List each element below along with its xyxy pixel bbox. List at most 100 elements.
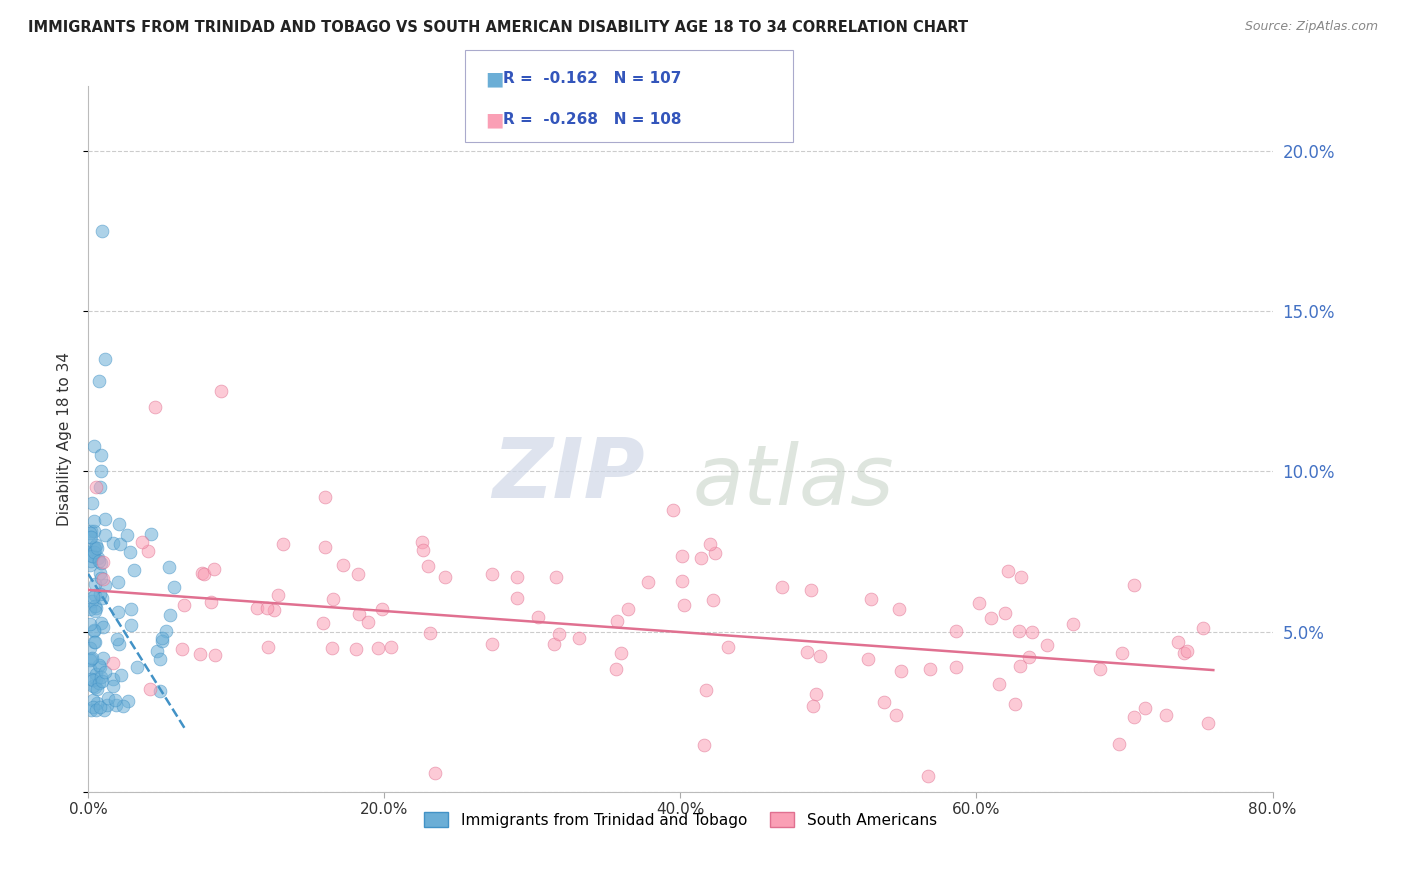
Point — [107, 575, 129, 590]
Point — [80, 549, 103, 564]
Point — [945, 624, 967, 638]
Point — [145, 644, 167, 658]
Text: ■: ■ — [485, 110, 503, 129]
Point — [997, 564, 1019, 578]
Point — [605, 662, 627, 676]
Point — [143, 400, 166, 414]
Point — [671, 574, 693, 588]
Point — [86, 681, 108, 696]
Point — [873, 695, 896, 709]
Point — [801, 698, 824, 713]
Point — [548, 627, 571, 641]
Point — [82, 679, 104, 693]
Point — [83, 540, 105, 554]
Point — [94, 528, 117, 542]
Point — [717, 640, 740, 655]
Point — [93, 665, 115, 679]
Point — [83, 599, 105, 613]
Point — [173, 598, 195, 612]
Point — [83, 604, 105, 618]
Point — [150, 631, 173, 645]
Point — [105, 632, 128, 646]
Point — [371, 602, 394, 616]
Point — [86, 551, 108, 566]
Point — [481, 637, 503, 651]
Point — [87, 658, 110, 673]
Point — [256, 601, 278, 615]
Point — [111, 698, 134, 713]
Point — [83, 623, 105, 637]
Point — [917, 769, 939, 783]
Point — [994, 607, 1017, 621]
Point — [526, 610, 548, 624]
Point — [204, 648, 226, 663]
Point — [987, 677, 1010, 691]
Point — [89, 587, 111, 601]
Point — [91, 556, 114, 570]
Point — [139, 527, 162, 541]
Point — [84, 577, 107, 591]
Point — [419, 626, 441, 640]
Point — [967, 596, 990, 610]
Point — [155, 624, 177, 639]
Point — [96, 698, 118, 712]
Point — [1036, 638, 1059, 652]
Point — [1108, 738, 1130, 752]
Point — [193, 566, 215, 581]
Point — [104, 693, 127, 707]
Point — [1021, 625, 1043, 640]
Text: R =  -0.162   N = 107: R = -0.162 N = 107 — [503, 71, 682, 87]
Point — [125, 660, 148, 674]
Point — [79, 558, 101, 573]
Point — [79, 673, 101, 687]
Point — [79, 662, 101, 676]
Point — [89, 700, 111, 714]
Point — [84, 600, 107, 615]
Point — [257, 640, 280, 655]
Point — [543, 637, 565, 651]
Point — [245, 600, 267, 615]
Point — [357, 615, 380, 629]
Point — [82, 673, 104, 687]
Point — [979, 611, 1001, 625]
Point — [200, 595, 222, 609]
Point — [83, 624, 105, 638]
Point — [86, 696, 108, 710]
Point — [267, 588, 290, 602]
Point — [1175, 644, 1198, 658]
Point — [84, 480, 107, 494]
Point — [83, 635, 105, 649]
Point — [94, 351, 117, 366]
Point — [79, 554, 101, 568]
Point — [103, 656, 125, 670]
Text: R =  -0.268   N = 108: R = -0.268 N = 108 — [503, 112, 682, 128]
Point — [89, 676, 111, 690]
Point — [1004, 697, 1026, 711]
Point — [481, 567, 503, 582]
Point — [90, 448, 112, 462]
Point — [83, 514, 105, 528]
Point — [344, 642, 367, 657]
Point — [544, 570, 567, 584]
Point — [617, 601, 640, 615]
Point — [83, 635, 105, 649]
Point — [800, 583, 823, 598]
Point — [90, 615, 112, 630]
Point — [1122, 710, 1144, 724]
Point — [314, 541, 336, 555]
Point — [89, 660, 111, 674]
Point — [97, 691, 120, 706]
Point — [149, 651, 172, 665]
Point — [82, 549, 104, 564]
Point — [89, 566, 111, 581]
Point — [90, 557, 112, 571]
Point — [80, 703, 103, 717]
Point — [1062, 616, 1084, 631]
Point — [86, 541, 108, 556]
Point — [84, 703, 107, 717]
Point — [83, 542, 105, 557]
Point — [314, 490, 336, 504]
Point — [808, 648, 831, 663]
Point — [704, 546, 727, 560]
Point — [411, 534, 433, 549]
